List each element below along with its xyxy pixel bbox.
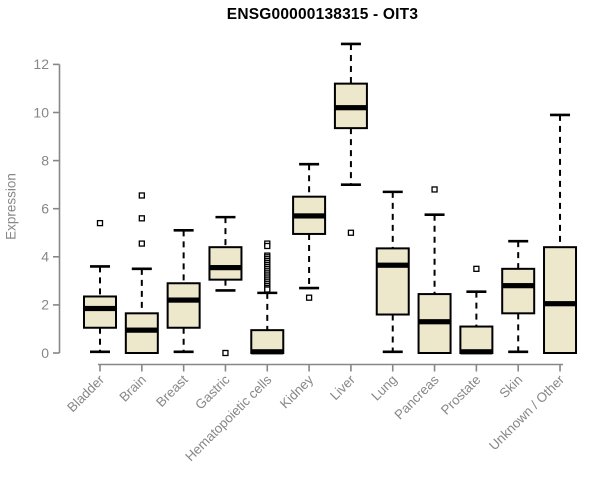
y-tick-label: 6 [41,201,49,217]
median-line [251,349,284,355]
iqr-box [83,295,117,329]
x-tick-label: Skin [496,372,525,401]
box-hematopoietic-cells [250,240,285,355]
box-unknown-other [543,113,578,354]
box-brain [124,192,159,355]
x-tick-label: Prostate [438,372,484,418]
y-tick-label: 10 [33,104,49,120]
box-prostate [459,265,494,355]
iqr-box [208,246,243,281]
outlier-point [96,219,104,227]
box-kidney [292,162,327,301]
box-liver [333,42,368,236]
median-line [502,283,535,289]
y-tick-label: 4 [41,249,49,265]
median-line [334,105,367,111]
y-tick-label: 12 [33,56,49,72]
outlier-point [431,186,438,193]
box-skin [501,239,536,354]
y-axis: 0 2 4 6 8 10 12 [33,56,61,361]
box-bladder [83,219,117,354]
box-pancreas [417,186,452,355]
x-tick-label: Liver [327,372,358,403]
box-breast [166,229,201,354]
median-line [209,265,242,271]
x-tick-label: Bladder [64,372,107,415]
outlier-point [347,229,355,236]
iqr-box [501,267,536,315]
median-line [125,327,158,333]
chart-title: ENSG00000138315 - OIT3 [226,6,419,23]
median-line [84,305,116,312]
outlier-point [305,294,313,301]
outlier-point [473,265,480,272]
median-line [167,297,200,303]
x-tick-label: Kidney [277,372,317,412]
median-line [544,301,577,307]
x-tick-label: Gastric [192,372,233,413]
median-line [376,262,409,268]
x-tick-label: Breast [153,372,191,410]
y-tick-label: 8 [41,152,49,168]
y-tick-label: 2 [41,297,49,313]
median-line [460,349,493,355]
x-tick-label: Unknown / Other [486,372,568,454]
outlier-point [138,192,145,199]
outlier-point [138,240,145,247]
iqr-box [459,325,494,355]
median-line [293,213,326,219]
y-tick-label: 0 [41,345,49,361]
outlier-point [264,242,271,250]
box-gastric [208,215,243,357]
iqr-box [124,312,159,355]
iqr-box [375,247,410,316]
x-tick-label: Lung [368,372,400,404]
iqr-box [543,246,578,354]
outlier-point [222,349,229,357]
iqr-box [166,282,201,329]
outlier-point [138,215,145,222]
x-tick-label: Brain [116,372,149,405]
x-tick-label: Pancreas [391,372,442,423]
outlier-point [264,286,271,293]
box-lung [375,190,410,354]
median-line [418,319,451,325]
